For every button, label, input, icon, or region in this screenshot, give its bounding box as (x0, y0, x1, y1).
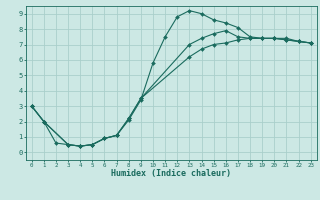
X-axis label: Humidex (Indice chaleur): Humidex (Indice chaleur) (111, 169, 231, 178)
